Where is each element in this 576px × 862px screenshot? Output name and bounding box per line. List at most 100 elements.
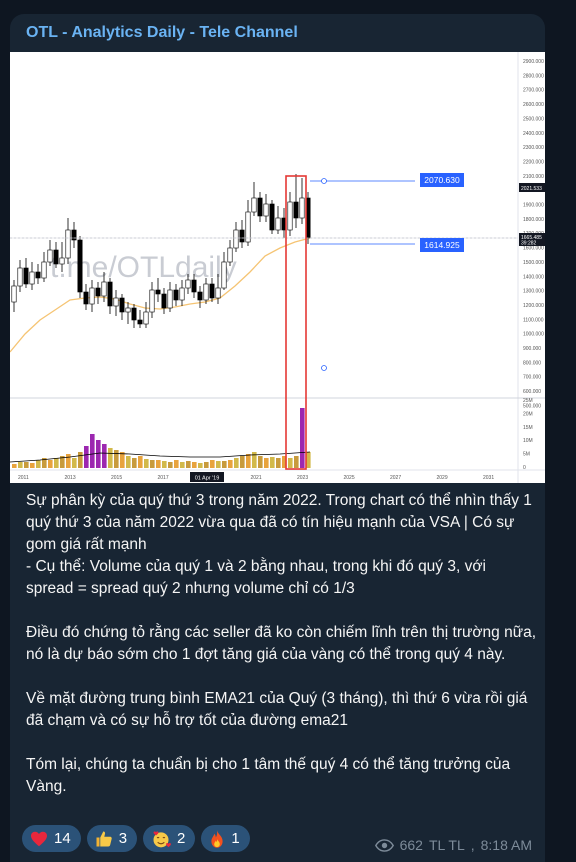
volume-bar <box>162 461 167 468</box>
volume-bar <box>90 434 95 468</box>
candle-body <box>119 297 125 313</box>
candle-body <box>137 319 143 325</box>
reaction-count: 3 <box>118 830 128 847</box>
candle-body <box>173 289 179 301</box>
smiling-face-with-hearts-icon <box>153 830 171 847</box>
volume-bar <box>240 456 245 468</box>
price-tick-label: 900.000 <box>523 346 541 352</box>
candlestick-chart: t.me/OTLdaily 2900.0002800.0002700.00026… <box>10 52 545 483</box>
volume-bar <box>210 460 215 468</box>
highlight-box <box>285 175 307 470</box>
candle-body <box>245 211 251 243</box>
crosshair-date-tag-bg <box>190 472 224 482</box>
candle-body <box>203 283 209 301</box>
candle-body <box>125 307 131 313</box>
volume-bar <box>24 462 29 468</box>
message-text: Sự phân kỳ của quý thứ 3 trong năm 2022.… <box>26 490 536 798</box>
reaction-fire[interactable]: 1 <box>201 825 250 852</box>
time-tick-label: 2021 <box>251 475 262 481</box>
time-tick-label: 2011 <box>18 475 29 481</box>
volume-bar <box>156 460 161 468</box>
price-tick-label: 2800.000 <box>523 73 544 79</box>
volume-tick-label: 5M <box>523 452 530 458</box>
time-tick-label: 2017 <box>158 475 169 481</box>
price-tick-label: 600.000 <box>523 389 541 395</box>
volume-bar <box>42 458 47 468</box>
last-high-tag-bg <box>519 183 545 192</box>
candles <box>11 174 311 328</box>
volume-bar <box>96 440 101 468</box>
candle-body <box>149 289 155 313</box>
volume-bar <box>300 408 305 468</box>
volume-bar <box>138 456 143 468</box>
time-tick-label: 2015 <box>111 475 122 481</box>
time-axis: 2011201320152017201920212023202520272029… <box>18 475 494 481</box>
volume-tick-label: 15M <box>523 425 533 431</box>
volume-bar <box>108 448 113 468</box>
volume-bar <box>252 452 257 468</box>
price-tick-label: 1400.000 <box>523 274 544 280</box>
candle-body <box>89 287 95 305</box>
channel-name[interactable]: OTL - Analytics Daily - Tele Channel <box>26 24 298 41</box>
price-tick-label: 800.000 <box>523 360 541 366</box>
current-price-tag: 1665.485 <box>521 235 542 241</box>
candle-body <box>113 297 119 307</box>
heart-icon <box>31 831 47 846</box>
crosshair-date-tag: 01 Apr '19 <box>195 476 220 482</box>
message-paragraph: - Cụ thể: Volume của quý 1 và 2 bằng nha… <box>26 558 486 597</box>
candle-body <box>167 289 173 309</box>
price-tick-label: 2300.000 <box>523 145 544 151</box>
volume-tick-label: 10M <box>523 438 533 444</box>
thumbs-up-icon <box>96 831 112 846</box>
volume-bar <box>120 452 125 468</box>
volume-bar <box>12 464 17 468</box>
ema21-line <box>10 237 311 353</box>
candle-body <box>59 257 65 265</box>
candle-body <box>71 229 77 241</box>
post-time: 8:18 AM <box>480 837 532 853</box>
volume-bar <box>54 458 59 468</box>
candle-body <box>101 281 107 297</box>
price-tick-label: 1800.000 <box>523 217 544 223</box>
volume-bar <box>84 446 89 468</box>
chart-image[interactable]: t.me/OTLdaily 2900.000 2800.000 2700.000 26… <box>10 52 545 483</box>
candle-body <box>221 261 227 289</box>
level-label-upper: 2070.630 <box>424 175 460 185</box>
price-tick-label: 1100.000 <box>523 317 544 323</box>
current-price-tag-bg <box>519 233 545 246</box>
price-tick-label: 700.000 <box>523 375 541 381</box>
price-tick-label: 1000.000 <box>523 332 544 338</box>
reaction-count: 14 <box>54 830 71 847</box>
volume-bar <box>36 460 41 468</box>
message-meta: 662 TL TL, 8:18 AM <box>374 837 532 853</box>
reaction-heart[interactable]: 14 <box>22 825 81 852</box>
candle-body <box>77 239 83 293</box>
volume-bar <box>132 458 137 468</box>
message-paragraph: Sự phân kỳ của quý thứ 3 trong năm 2022.… <box>26 492 532 553</box>
candle-body <box>269 203 275 231</box>
volume-bar <box>174 460 179 468</box>
candle-body <box>239 229 245 243</box>
current-price-subtag: 39:282 <box>521 241 537 247</box>
volume-bar <box>102 444 107 468</box>
level-label-lower: 1614.925 <box>424 240 460 250</box>
volume-bar <box>204 462 209 468</box>
volume-bar <box>294 456 299 468</box>
volume-bar <box>216 461 221 468</box>
volume-bar <box>192 462 197 468</box>
price-tick-label: 1500.000 <box>523 260 544 266</box>
candle-body <box>299 197 305 219</box>
time-tick-label: 2029 <box>437 475 448 481</box>
volume-bar <box>228 460 233 468</box>
volume-bar <box>288 458 293 468</box>
message-paragraph: Tóm lại, chúng ta chuẩn bị cho 1 tâm thế… <box>26 756 511 795</box>
candle-body <box>227 247 233 263</box>
volume-bar <box>246 454 251 468</box>
volume-bar <box>150 460 155 468</box>
reaction-smiling-hearts[interactable]: 2 <box>143 825 196 852</box>
reaction-thumbs-up[interactable]: 3 <box>86 825 138 852</box>
price-tick-label: 1900.000 <box>523 203 544 209</box>
volume-bar <box>186 461 191 468</box>
volume-bar <box>306 452 311 468</box>
price-tick-label: 2200.000 <box>523 159 544 165</box>
